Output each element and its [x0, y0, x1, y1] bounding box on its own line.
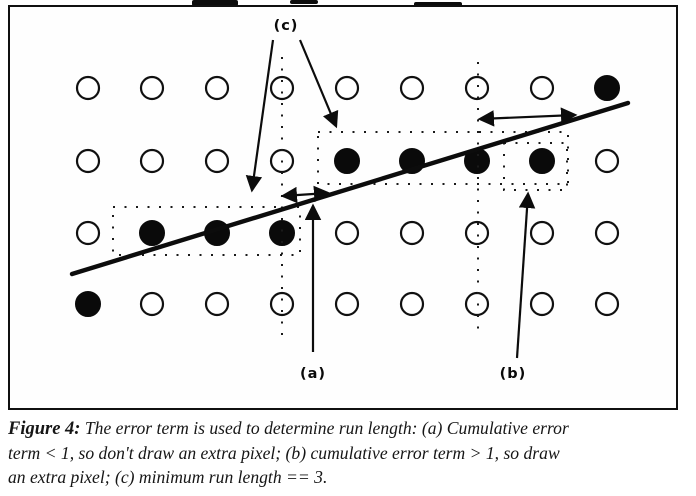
- pixel-open: [75, 75, 101, 101]
- pixel-open: [529, 291, 555, 317]
- pixel-filled: [594, 75, 620, 101]
- figure-border: [8, 5, 678, 410]
- scan-artifact: [192, 0, 238, 6]
- annotation-arrows: [245, 39, 578, 359]
- pixel-open: [75, 220, 101, 246]
- pixel-open: [204, 291, 230, 317]
- pixel-open: [594, 291, 620, 317]
- pixel-filled: [139, 220, 165, 246]
- pixel-open: [594, 148, 620, 174]
- run-length-guides: [112, 57, 569, 335]
- pixel-open: [529, 220, 555, 246]
- pixel-filled: [269, 220, 295, 246]
- extra-pixel-box: [503, 142, 568, 191]
- figure-number: Figure 4:: [8, 419, 81, 439]
- b-pointer: [515, 191, 536, 359]
- pixel-open: [399, 291, 425, 317]
- pixel-open: [529, 75, 555, 101]
- label-a: (a): [299, 366, 327, 382]
- pixel-open: [399, 220, 425, 246]
- pixel-open: [334, 291, 360, 317]
- caption-line-3: an extra pixel; (c) minimum run length =…: [8, 466, 328, 487]
- scan-artifact: [290, 0, 318, 4]
- pixel-open: [204, 148, 230, 174]
- label-c: (c): [273, 18, 299, 34]
- caption-line-2: term < 1, so don't draw an extra pixel; …: [8, 442, 560, 463]
- pixel-open: [75, 148, 101, 174]
- run-box-row3: [112, 206, 301, 256]
- pixel-open: [269, 75, 295, 101]
- pixel-open: [139, 75, 165, 101]
- run-span-short: [280, 185, 331, 204]
- ideal-line-layer: [69, 100, 631, 277]
- pixel-open: [139, 148, 165, 174]
- pixel-grid: [75, 75, 620, 317]
- c-pointer-right: [298, 39, 339, 129]
- pixel-open: [464, 220, 490, 246]
- pixel-open: [399, 75, 425, 101]
- ideal-line: [69, 100, 631, 277]
- pixel-filled: [334, 148, 360, 174]
- pixel-filled: [75, 291, 101, 317]
- caption-line-1: Figure 4: The error term is used to dete…: [8, 418, 569, 439]
- run-box-row2: [317, 131, 569, 185]
- pixel-open: [464, 75, 490, 101]
- figure-caption: Figure 4: The error term is used to dete…: [8, 417, 696, 489]
- c-pointer-left: [245, 39, 275, 193]
- label-b: (b): [499, 366, 527, 382]
- pixel-open: [334, 75, 360, 101]
- pixel-open: [334, 220, 360, 246]
- pixel-open: [139, 291, 165, 317]
- pixel-open: [594, 220, 620, 246]
- run-span-long: [477, 107, 578, 127]
- pixel-open: [269, 291, 295, 317]
- pixel-filled: [529, 148, 555, 174]
- pixel-open: [204, 75, 230, 101]
